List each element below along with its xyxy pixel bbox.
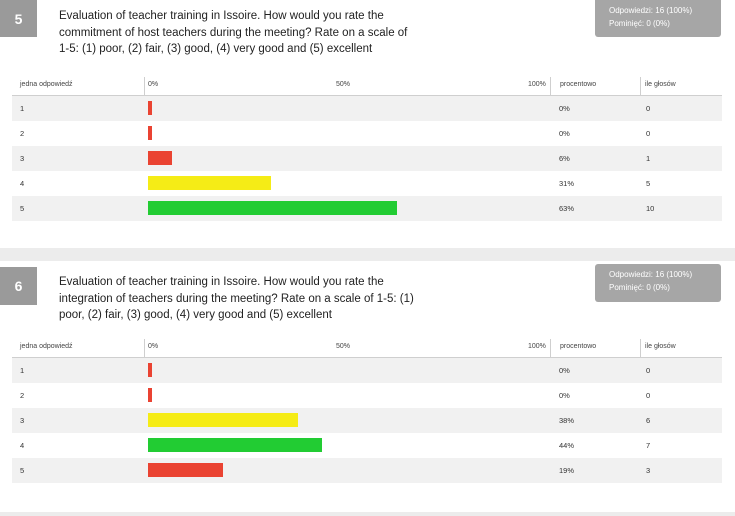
bar [148,388,152,402]
percent-value: 38% [559,416,575,425]
header-answer: jedna odpowiedź [20,81,73,88]
skipped-count: Pominięć: 0 (0%) [609,283,670,292]
bar [148,101,152,115]
question-number: 5 [0,0,37,37]
scale-label-50: 50% [336,81,351,88]
answers-count: Odpowiedzi: 16 (100%) [609,6,693,15]
percent-value: 0% [559,129,570,138]
percent-value: 0% [559,104,570,113]
percent-value: 63% [559,204,575,213]
bar [148,176,271,190]
answer-label: 3 [20,154,25,163]
table-rows: 1 0% 0 2 0% 0 3 6% 1 4 31% 5 [12,96,722,221]
percent-value: 19% [559,466,575,475]
table-row: 3 38% 6 [12,408,722,433]
bar [148,463,224,477]
vote-count: 6 [646,416,651,425]
table-row: 5 63% 10 [12,196,722,221]
question-title: Evaluation of teacher training in Issoir… [59,276,414,321]
percent-value: 0% [559,366,570,375]
scale-label-0: 0% [148,81,159,88]
vote-count: 0 [646,366,651,375]
table-row: 2 0% 0 [12,383,722,408]
scale-label-100: 100% [528,343,546,350]
header-answer: jedna odpowiedź [20,343,73,350]
percent-value: 44% [559,441,575,450]
results-table: jedna odpowiedź 0% 50% 100% procentowo i… [12,339,722,483]
vote-count: 7 [646,441,651,450]
table-row: 5 19% 3 [12,458,722,483]
answers-count: Odpowiedzi: 16 (100%) [609,270,693,279]
answer-label: 1 [20,104,25,113]
table-row: 1 0% 0 [12,96,722,121]
question-card: 5 Evaluation of teacher training in Isso… [0,0,735,248]
answer-label: 5 [20,204,25,213]
question-title: Evaluation of teacher training in Issoir… [59,10,408,55]
vote-count: 1 [646,154,651,163]
table-row: 2 0% 0 [12,121,722,146]
answer-label: 1 [20,366,25,375]
scale-label-100: 100% [528,81,546,88]
table-row: 1 0% 0 [12,358,722,383]
header-percent: procentowo [560,81,597,88]
percent-value: 31% [559,179,575,188]
table-row: 3 6% 1 [12,146,722,171]
answer-label: 3 [20,416,25,425]
vote-count: 5 [646,179,651,188]
table-row: 4 44% 7 [12,433,722,458]
question-number: 6 [0,267,37,305]
bar [148,363,152,377]
question-card: 6 Evaluation of teacher training in Isso… [0,261,735,512]
vote-count: 0 [646,391,651,400]
vote-count: 0 [646,129,651,138]
skipped-count: Pominięć: 0 (0%) [609,19,670,28]
bar [148,201,398,215]
answer-label: 2 [20,129,25,138]
vote-count: 0 [646,104,651,113]
bar [148,438,323,452]
vote-count: 3 [646,466,651,475]
header-percent: procentowo [560,343,597,350]
answer-label: 4 [20,179,25,188]
scale-label-50: 50% [336,343,351,350]
scale-label-0: 0% [148,343,159,350]
answer-label: 4 [20,441,25,450]
table-rows: 1 0% 0 2 0% 0 3 38% 6 4 44% 7 [12,358,722,483]
header-count: ile głosów [645,81,676,88]
bar [148,126,152,140]
table-row: 4 31% 5 [12,171,722,196]
response-stats: Odpowiedzi: 16 (100%) Pominięć: 0 (0%) [595,0,721,37]
percent-value: 6% [559,154,570,163]
response-stats: Odpowiedzi: 16 (100%) Pominięć: 0 (0%) [595,264,721,302]
answer-label: 2 [20,391,25,400]
table-header: jedna odpowiedź 0% 50% 100% procentowo i… [12,77,722,96]
results-table: jedna odpowiedź 0% 50% 100% procentowo i… [12,77,722,221]
percent-value: 0% [559,391,570,400]
vote-count: 10 [646,204,655,213]
answer-label: 5 [20,466,25,475]
header-count: ile głosów [645,343,676,350]
bar [148,151,172,165]
table-header: jedna odpowiedź 0% 50% 100% procentowo i… [12,339,722,358]
bar [148,413,299,427]
